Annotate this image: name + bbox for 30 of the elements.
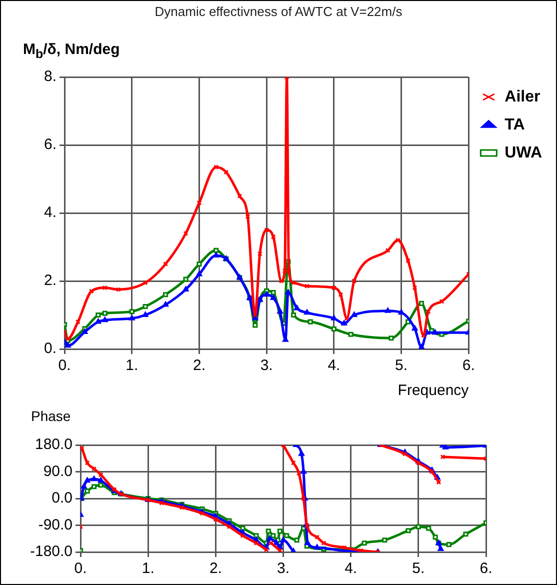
- x-tick-label: 2.: [209, 560, 222, 578]
- x-tick-label: 3.: [277, 560, 290, 578]
- x-tick-label: 1.: [142, 560, 154, 578]
- x-tick-label: 4.: [344, 560, 358, 578]
- y-axis-title: Phase: [31, 408, 71, 424]
- y-tick-label: 180.0: [34, 436, 73, 454]
- legend-label: Ailer: [504, 88, 540, 106]
- x-tick-label: 2.: [192, 357, 206, 374]
- x-tick-label: 3.: [260, 357, 273, 374]
- y-axis-title: M$_{b}$/δ, Nm/deg: [23, 41, 120, 61]
- y-tick-label: 8.: [44, 68, 57, 86]
- x-tick-label: 6.: [480, 560, 492, 578]
- x-axis-title: Frequency: [398, 382, 470, 400]
- y-tick-label: -90.0: [38, 516, 73, 534]
- y-tick-label: 0.: [44, 340, 57, 358]
- x-tick-label: 5.: [412, 560, 425, 578]
- legend-label: UWA: [504, 144, 542, 162]
- y-tick-label: 4.: [44, 204, 57, 222]
- y-tick-label: 2.: [44, 272, 57, 290]
- y-tick-label: 0.0: [52, 490, 73, 507]
- x-tick-label: 4.: [328, 357, 340, 374]
- y-tick-label: 6.: [44, 136, 57, 154]
- x-tick-label: 0.: [74, 560, 87, 578]
- y-tick-label: 90.0: [43, 462, 73, 480]
- y-tick-label: -180.0: [30, 543, 73, 560]
- x-tick-label: 5.: [395, 357, 408, 374]
- legend-label: TA: [504, 116, 526, 134]
- x-tick-label: 1.: [126, 357, 138, 374]
- x-tick-label: 6.: [462, 357, 475, 374]
- chart-title: Dynamic effectivness of AWTC at V=22m/s: [154, 4, 404, 19]
